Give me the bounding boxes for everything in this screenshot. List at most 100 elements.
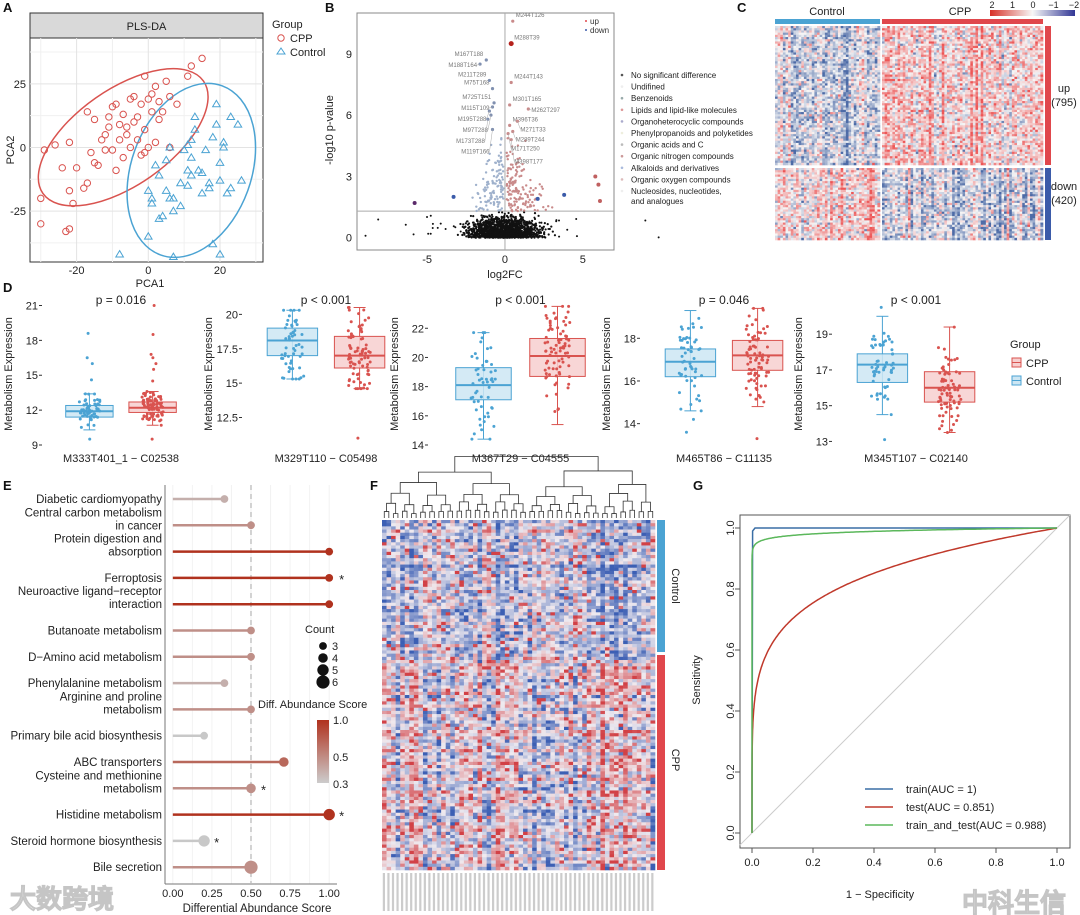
heatmap-cell xyxy=(869,174,873,178)
heatmap-cell xyxy=(809,107,813,111)
column-group-label: CPP xyxy=(949,6,972,18)
heatmap-cell xyxy=(866,168,870,171)
heatmap-cell xyxy=(877,78,881,82)
category-legend-label: Nucleosides, nucleotides, xyxy=(631,187,722,196)
up-point xyxy=(547,205,550,208)
heatmap-cell xyxy=(835,170,839,173)
heatmap-cell xyxy=(785,112,789,115)
heatmap-cell xyxy=(806,76,810,80)
heatmap-cell xyxy=(785,168,789,171)
heatmap-cell xyxy=(859,52,862,55)
heatmap-cell xyxy=(785,151,789,155)
heatmap-cell xyxy=(853,109,857,113)
heatmap-cell xyxy=(864,96,868,100)
down-point xyxy=(497,161,501,164)
heatmap-cell xyxy=(785,118,789,122)
heatmap-cell xyxy=(861,187,865,191)
heatmap-cell xyxy=(838,30,841,33)
heatmap-cell xyxy=(803,61,807,64)
heatmap-cell xyxy=(822,134,826,137)
up-point xyxy=(515,172,518,176)
heatmap-cell xyxy=(777,65,781,69)
heatmap-cell xyxy=(819,45,823,49)
heatmap-cell xyxy=(845,127,849,130)
heatmap-cell xyxy=(785,37,789,40)
heatmap-cell xyxy=(869,37,873,40)
heatmap-cell xyxy=(830,81,834,84)
heatmap-cell xyxy=(822,153,826,157)
heatmap-cell xyxy=(793,26,797,29)
heatmap-cell xyxy=(853,170,857,173)
heatmap-cell xyxy=(838,174,841,178)
up-point xyxy=(550,206,554,209)
heatmap-cell xyxy=(859,123,862,126)
down-point xyxy=(499,143,502,147)
heatmap-cell xyxy=(843,151,847,155)
ns-point xyxy=(483,228,486,231)
heatmap-cell xyxy=(874,92,878,95)
heatmap-cell xyxy=(859,127,862,130)
heatmap-cell xyxy=(872,192,876,195)
heatmap-cell xyxy=(822,138,826,142)
ns-point xyxy=(485,224,488,227)
cpp-point xyxy=(162,77,170,85)
heatmap-cell xyxy=(814,105,818,108)
heatmap-cell xyxy=(866,101,870,104)
heatmap-cell xyxy=(859,94,862,97)
down-point xyxy=(499,168,502,172)
heatmap-cell xyxy=(848,52,852,55)
heatmap-cell xyxy=(848,116,852,119)
heatmap-cell xyxy=(785,138,789,142)
up-point xyxy=(531,200,534,204)
heatmap-cell xyxy=(788,87,792,91)
heatmap-cell xyxy=(819,67,823,71)
heatmap-cell xyxy=(835,185,839,188)
heatmap-cell xyxy=(877,192,881,195)
panel-letters: A B C D E F G xyxy=(3,0,747,493)
heatmap-cell xyxy=(832,158,836,161)
heatmap-cell xyxy=(830,142,834,146)
heatmap-cell xyxy=(866,118,870,122)
heatmap-cell xyxy=(845,52,849,55)
heatmap-cell xyxy=(817,43,820,47)
heatmap-cell xyxy=(835,83,839,86)
heatmap-cell xyxy=(877,158,881,161)
up-point xyxy=(529,178,532,182)
heatmap-cell xyxy=(822,92,826,95)
heatmap-cell xyxy=(780,149,784,153)
heatmap-cell xyxy=(782,70,786,73)
heatmap-cell xyxy=(801,136,805,139)
labeled-point xyxy=(508,41,514,47)
heatmap-cell xyxy=(819,63,823,67)
heatmap-cell xyxy=(777,172,781,175)
heatmap-cell xyxy=(856,162,860,166)
heatmap-cell xyxy=(790,112,794,115)
heatmap-cell xyxy=(803,140,807,144)
heatmap-cell xyxy=(843,61,847,64)
heatmap-cell xyxy=(793,39,797,42)
heatmap-cell xyxy=(790,56,794,60)
ns-point xyxy=(516,235,520,238)
heatmap-cell xyxy=(777,114,781,117)
panel-letter-c: C xyxy=(737,0,747,15)
up-point xyxy=(528,190,531,193)
ns-point xyxy=(531,219,534,222)
heatmap-cell xyxy=(848,56,852,60)
heatmap-cell xyxy=(785,192,789,195)
heatmap-cell xyxy=(775,54,778,58)
heatmap-cell xyxy=(796,160,799,164)
heatmap-cell xyxy=(796,32,799,36)
heatmap-cell xyxy=(851,127,855,130)
heatmap-cell xyxy=(782,185,786,188)
heatmap-cell xyxy=(777,94,781,97)
heatmap-cell xyxy=(824,176,828,180)
heatmap-cell xyxy=(840,67,844,71)
heatmap-cell xyxy=(832,28,836,31)
heatmap-cell xyxy=(827,192,831,195)
heatmap-cell xyxy=(809,185,813,188)
heatmap-cell xyxy=(801,145,805,148)
heatmap-cell xyxy=(785,129,789,133)
heatmap-cell xyxy=(874,61,878,64)
heatmap-cell xyxy=(782,30,786,33)
heatmap-cell xyxy=(830,162,834,166)
